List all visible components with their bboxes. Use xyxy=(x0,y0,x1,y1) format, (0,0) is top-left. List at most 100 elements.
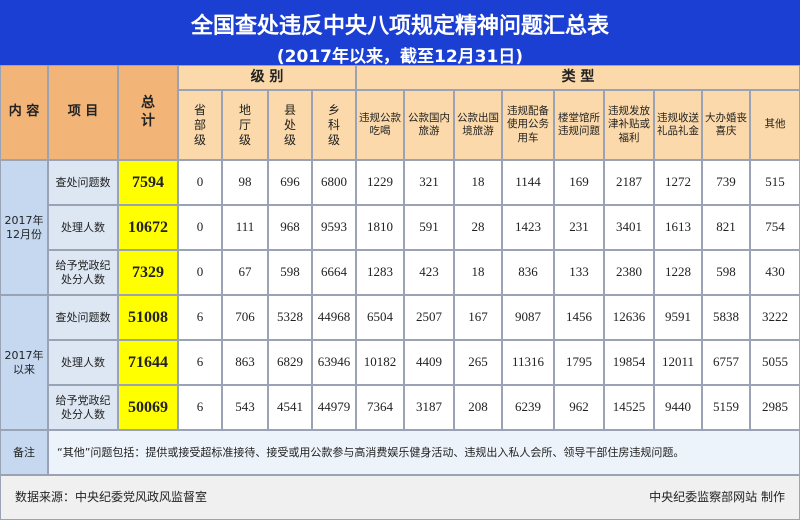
level-value-text: 98 xyxy=(238,174,252,190)
level-value: 968 xyxy=(268,205,312,250)
row-item-text: 查处问题数 xyxy=(55,175,111,189)
type-value: 265 xyxy=(454,340,502,385)
type-value: 14525 xyxy=(604,385,654,430)
row-item-text: 给予党政纪处分人数 xyxy=(55,258,111,286)
level-value-text: 44979 xyxy=(317,399,351,415)
row-item: 查处问题数 xyxy=(48,295,118,340)
header-type-group-text: 类 型 xyxy=(561,68,595,85)
type-value-text: 739 xyxy=(716,174,736,190)
type-value-text: 28 xyxy=(471,219,485,235)
type-value: 1272 xyxy=(654,160,702,205)
type-value-text: 18 xyxy=(471,174,485,190)
header-type: 公款国内旅游 xyxy=(404,90,454,160)
footer-credit: 中央纪委监察部网站 制作 xyxy=(649,490,785,504)
type-value-text: 591 xyxy=(419,219,439,235)
header-type-text: 大办婚丧喜庆 xyxy=(705,111,747,137)
level-value: 863 xyxy=(222,340,268,385)
level-value-text: 63946 xyxy=(317,354,351,370)
header-level-group: 级 别 xyxy=(178,65,356,90)
type-value: 598 xyxy=(702,250,750,295)
type-value: 18 xyxy=(454,160,502,205)
type-value: 1423 xyxy=(502,205,554,250)
level-value-text: 6 xyxy=(196,399,204,415)
row-total: 10672 xyxy=(118,205,178,250)
header-type-text: 公款出国境旅游 xyxy=(457,111,499,137)
type-value-text: 167 xyxy=(468,309,488,325)
type-value: 430 xyxy=(750,250,800,295)
level-value: 67 xyxy=(222,250,268,295)
level-value: 5328 xyxy=(268,295,312,340)
type-value-text: 19854 xyxy=(612,354,646,370)
header-level: 省部级 xyxy=(178,90,222,160)
row-item: 查处问题数 xyxy=(48,160,118,205)
type-value-text: 4409 xyxy=(416,354,442,370)
level-value-text: 0 xyxy=(196,174,204,190)
row-total: 7594 xyxy=(118,160,178,205)
type-value: 18 xyxy=(454,250,502,295)
level-value: 6 xyxy=(178,385,222,430)
type-value: 9591 xyxy=(654,295,702,340)
level-value: 63946 xyxy=(312,340,356,385)
header-type: 违规配备使用公务用车 xyxy=(502,90,554,160)
header-type-text: 违规收送礼品礼金 xyxy=(657,111,699,137)
level-value: 44968 xyxy=(312,295,356,340)
type-value-text: 133 xyxy=(569,264,589,280)
header-item: 项 目 xyxy=(48,65,118,160)
type-value: 754 xyxy=(750,205,800,250)
type-value: 10182 xyxy=(356,340,404,385)
level-value: 6664 xyxy=(312,250,356,295)
type-value: 3222 xyxy=(750,295,800,340)
level-value: 98 xyxy=(222,160,268,205)
footer: 数据来源：中央纪委党风政风监督室 中央纪委监察部网站 制作 xyxy=(0,475,800,520)
type-value-text: 962 xyxy=(569,399,589,415)
level-value-text: 5328 xyxy=(277,309,303,325)
footer-source: 数据来源：中央纪委党风政风监督室 xyxy=(15,490,208,504)
level-value-text: 863 xyxy=(235,354,255,370)
type-value: 1229 xyxy=(356,160,404,205)
type-value: 2985 xyxy=(750,385,800,430)
type-value-text: 430 xyxy=(765,264,785,280)
group-label-text: 2017年以来 xyxy=(4,348,44,376)
type-value: 133 xyxy=(554,250,604,295)
type-value-text: 1613 xyxy=(665,219,691,235)
type-value-text: 2985 xyxy=(762,399,788,415)
header-type: 楼堂馆所违规问题 xyxy=(554,90,604,160)
row-item: 给予党政纪处分人数 xyxy=(48,385,118,430)
type-value-text: 5159 xyxy=(713,399,739,415)
level-value: 6829 xyxy=(268,340,312,385)
type-value: 2507 xyxy=(404,295,454,340)
row-item: 给予党政纪处分人数 xyxy=(48,250,118,295)
subtitle: (2017年以来，截至12月31日) xyxy=(276,47,524,67)
type-value-text: 7364 xyxy=(367,399,393,415)
level-value-text: 67 xyxy=(238,264,252,280)
level-value-text: 6664 xyxy=(321,264,347,280)
header-type: 大办婚丧喜庆 xyxy=(702,90,750,160)
header-content: 内 容 xyxy=(0,65,48,160)
row-total-text: 7594 xyxy=(132,173,164,191)
type-value: 2380 xyxy=(604,250,654,295)
note-text: “其他”问题包括：提供或接受超标准接待、接受或用公款参与高消费娱乐健身活动、违规… xyxy=(48,430,800,475)
type-value: 3187 xyxy=(404,385,454,430)
type-value: 1228 xyxy=(654,250,702,295)
type-value-text: 515 xyxy=(765,174,785,190)
type-value: 208 xyxy=(454,385,502,430)
header-type-group: 类 型 xyxy=(356,65,800,90)
type-value-text: 9087 xyxy=(515,309,541,325)
type-value: 821 xyxy=(702,205,750,250)
header-type-text: 其他 xyxy=(764,118,786,131)
type-value: 5055 xyxy=(750,340,800,385)
type-value: 12636 xyxy=(604,295,654,340)
header-level-text: 地厅级 xyxy=(238,102,251,147)
type-value: 1283 xyxy=(356,250,404,295)
type-value: 1456 xyxy=(554,295,604,340)
row-total: 50069 xyxy=(118,385,178,430)
row-total: 7329 xyxy=(118,250,178,295)
type-value-text: 1810 xyxy=(367,219,393,235)
level-value-text: 543 xyxy=(235,399,255,415)
type-value: 1613 xyxy=(654,205,702,250)
type-value-text: 321 xyxy=(419,174,439,190)
level-value-text: 0 xyxy=(196,219,204,235)
type-value: 1810 xyxy=(356,205,404,250)
level-value-text: 9593 xyxy=(321,219,347,235)
